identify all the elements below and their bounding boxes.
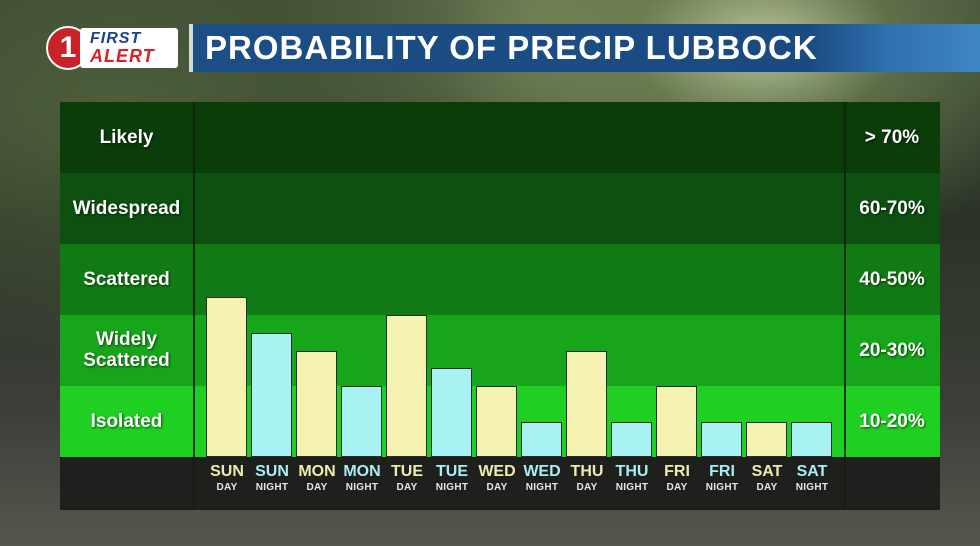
x-tick-label: FRI NIGHT bbox=[699, 462, 745, 495]
bar-mon-night bbox=[341, 386, 382, 457]
logo-first-text: FIRST bbox=[90, 30, 142, 47]
x-tick-day: MON bbox=[298, 463, 336, 480]
bar-tue-day bbox=[386, 315, 427, 457]
x-tick-day: FRI bbox=[709, 463, 735, 480]
band-widespread bbox=[60, 173, 940, 244]
bar-fri-day bbox=[656, 386, 697, 457]
band-label: Scattered bbox=[83, 269, 170, 290]
x-tick-day: WED bbox=[523, 463, 561, 480]
x-tick-period: NIGHT bbox=[435, 482, 469, 493]
band-range-label: 10-20% bbox=[859, 411, 925, 432]
bar-thu-night bbox=[611, 421, 652, 457]
x-tick-day: SAT bbox=[751, 463, 783, 480]
x-tick-label: TUE NIGHT bbox=[429, 462, 475, 495]
x-tick-label: WED DAY bbox=[474, 462, 520, 495]
x-tick-label: SUN DAY bbox=[204, 462, 250, 495]
precip-probability-chart: Likely > 70% Widespread 60-70% Scattered 40-5… bbox=[60, 102, 940, 510]
x-tick-label: MON DAY bbox=[294, 462, 340, 495]
x-tick-label: THU DAY bbox=[564, 462, 610, 495]
x-tick-period: NIGHT bbox=[705, 482, 739, 493]
x-tick-day: SAT bbox=[796, 463, 828, 480]
x-tick-period: DAY bbox=[486, 482, 508, 493]
band-label: Widespread bbox=[72, 198, 181, 219]
band-label: Widely Scattered bbox=[83, 329, 170, 371]
band-range-label: 20-30% bbox=[859, 340, 925, 361]
x-tick-day: SUN bbox=[210, 463, 244, 480]
first-alert-wordmark: FIRST ALERT bbox=[80, 28, 178, 68]
bar-sun-day bbox=[206, 297, 247, 457]
x-tick-period: NIGHT bbox=[525, 482, 559, 493]
bar-sat-day bbox=[746, 421, 787, 457]
x-tick-period: NIGHT bbox=[345, 482, 379, 493]
x-tick-day: THU bbox=[615, 463, 649, 480]
x-tick-day: TUE bbox=[436, 463, 468, 480]
x-tick-label: WED NIGHT bbox=[519, 462, 565, 495]
x-tick-period: DAY bbox=[396, 482, 418, 493]
bar-tue-night bbox=[431, 368, 472, 457]
x-tick-day: MON bbox=[343, 463, 381, 480]
band-likely bbox=[60, 102, 940, 173]
x-tick-period: NIGHT bbox=[615, 482, 649, 493]
first-alert-logo: 1 FIRST ALERT bbox=[46, 26, 178, 72]
band-range-label: > 70% bbox=[864, 127, 920, 148]
band-range-label: 60-70% bbox=[859, 198, 925, 219]
plot-divider-line bbox=[844, 102, 846, 510]
x-tick-label: SAT NIGHT bbox=[789, 462, 835, 495]
x-tick-day: SUN bbox=[255, 463, 289, 480]
x-tick-label: FRI DAY bbox=[654, 462, 700, 495]
x-tick-day: WED bbox=[478, 463, 516, 480]
x-tick-period: DAY bbox=[666, 482, 688, 493]
band-label: Isolated bbox=[90, 411, 163, 432]
x-tick-day: THU bbox=[570, 463, 604, 480]
x-tick-day: TUE bbox=[391, 463, 423, 480]
x-tick-period: DAY bbox=[576, 482, 598, 493]
x-tick-label: THU NIGHT bbox=[609, 462, 655, 495]
bar-wed-day bbox=[476, 386, 517, 457]
bar-wed-night bbox=[521, 421, 562, 457]
title-bar: PROBABILITY OF PRECIP LUBBOCK bbox=[189, 24, 980, 72]
bar-sun-night bbox=[251, 332, 292, 457]
bar-sat-night bbox=[791, 421, 832, 457]
x-tick-period: NIGHT bbox=[795, 482, 829, 493]
x-tick-period: NIGHT bbox=[255, 482, 289, 493]
plot-divider-line bbox=[193, 102, 195, 510]
x-tick-period: DAY bbox=[756, 482, 778, 493]
x-tick-period: DAY bbox=[306, 482, 328, 493]
band-label: Likely bbox=[99, 127, 154, 148]
bar-mon-day bbox=[296, 350, 337, 457]
x-axis-strip bbox=[60, 457, 940, 510]
bar-thu-day bbox=[566, 350, 607, 457]
bar-fri-night bbox=[701, 421, 742, 457]
x-tick-day: FRI bbox=[664, 463, 690, 480]
x-tick-label: TUE DAY bbox=[384, 462, 430, 495]
x-tick-period: DAY bbox=[216, 482, 238, 493]
chart-title: PROBABILITY OF PRECIP LUBBOCK bbox=[205, 29, 818, 66]
x-tick-label: SUN NIGHT bbox=[249, 462, 295, 495]
x-tick-label: SAT DAY bbox=[744, 462, 790, 495]
logo-alert-text: ALERT bbox=[90, 46, 155, 66]
x-tick-label: MON NIGHT bbox=[339, 462, 385, 495]
band-range-label: 40-50% bbox=[859, 269, 925, 290]
